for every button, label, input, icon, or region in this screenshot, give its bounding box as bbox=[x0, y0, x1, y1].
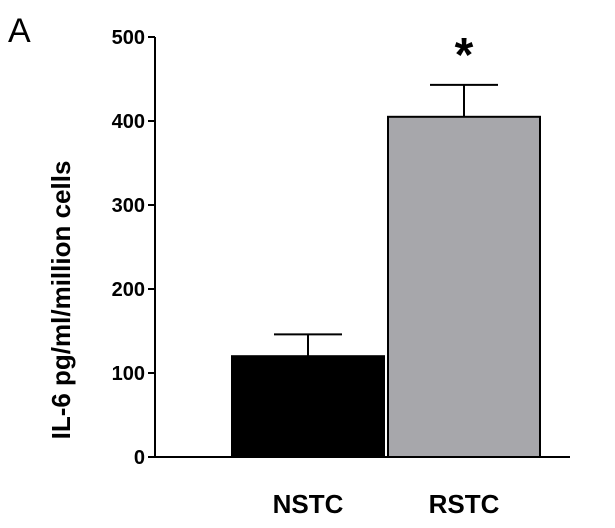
y-tick-label: 400 bbox=[112, 111, 145, 133]
y-tick-label: 200 bbox=[112, 279, 145, 301]
bar-nstc bbox=[231, 355, 385, 459]
category-label-rstc: RSTC bbox=[429, 489, 500, 519]
y-axis-label: IL-6 pg/ml/million cells bbox=[46, 161, 76, 440]
bar-rstc bbox=[387, 115, 541, 459]
y-tick-label: 0 bbox=[134, 447, 145, 469]
annotations: * bbox=[455, 29, 474, 82]
y-tick-label: 500 bbox=[112, 27, 145, 49]
y-tick-label: 300 bbox=[112, 195, 145, 217]
significance-marker: * bbox=[455, 29, 474, 82]
bars bbox=[231, 115, 541, 459]
panel-label: A bbox=[8, 12, 31, 50]
category-labels: NSTC RSTC bbox=[273, 489, 500, 519]
error-bars bbox=[274, 83, 498, 357]
category-label-nstc: NSTC bbox=[273, 489, 344, 519]
y-tick-label: 100 bbox=[112, 363, 145, 385]
axes: 0 100 200 300 400 500 bbox=[112, 27, 570, 469]
